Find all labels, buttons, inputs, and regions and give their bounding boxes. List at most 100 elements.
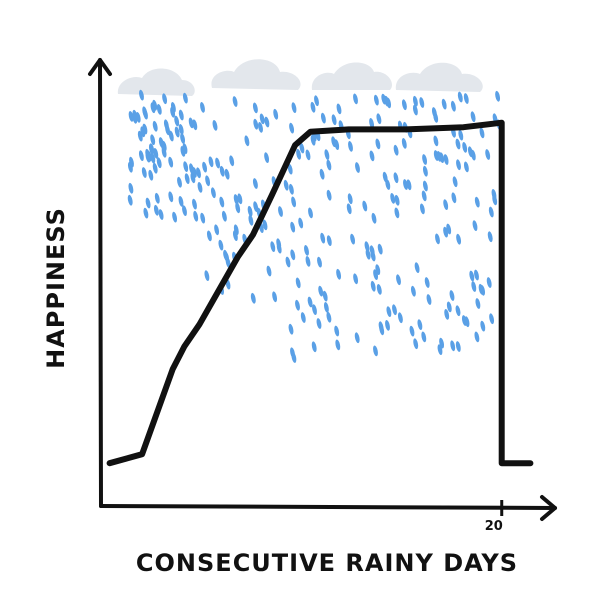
x-axis-arrow xyxy=(540,495,557,521)
raindrop xyxy=(142,123,148,135)
raindrop xyxy=(323,302,329,313)
raindrop xyxy=(470,111,476,123)
raindrop xyxy=(386,97,392,109)
raindrop xyxy=(326,159,332,171)
raindrop xyxy=(168,130,174,142)
raindrop xyxy=(182,205,187,216)
raindrop xyxy=(381,93,387,105)
raindrop xyxy=(150,134,156,146)
raindrop xyxy=(373,94,379,106)
raindrop xyxy=(422,154,428,165)
x-axis xyxy=(99,504,557,510)
raindrop xyxy=(127,161,133,173)
raindrop xyxy=(335,339,341,351)
raindrop xyxy=(215,157,221,169)
raindrop xyxy=(128,182,134,194)
raindrop xyxy=(154,192,160,204)
raindrop xyxy=(219,165,225,177)
raindrop xyxy=(414,262,420,273)
raindrop xyxy=(450,340,456,352)
raindrop xyxy=(158,209,164,220)
raindrop xyxy=(331,114,337,126)
raindrop xyxy=(146,150,152,162)
raindrop xyxy=(433,135,439,147)
raindrop xyxy=(289,122,295,134)
raindrop xyxy=(334,325,340,337)
raindrop xyxy=(202,161,208,173)
raindrop xyxy=(409,325,415,337)
y-axis xyxy=(98,58,103,508)
raindrop xyxy=(180,133,186,144)
raindrop xyxy=(163,119,169,131)
raindrop xyxy=(139,89,144,101)
raindrop xyxy=(262,219,268,231)
raindrop xyxy=(224,168,230,180)
raindrop xyxy=(237,193,243,205)
raindrop xyxy=(161,140,167,152)
raindrop xyxy=(182,143,188,154)
raindrop xyxy=(492,194,498,206)
raindrop xyxy=(150,102,156,114)
raindrop xyxy=(299,142,305,154)
raindrop xyxy=(290,249,296,261)
raindrop xyxy=(319,168,325,180)
raindrop xyxy=(285,256,291,268)
x-ticks: 20 xyxy=(485,500,504,534)
raindrop xyxy=(486,277,492,288)
raindrop xyxy=(182,92,188,104)
raindrop xyxy=(480,320,486,332)
raindrop xyxy=(334,139,340,150)
raindrop xyxy=(457,91,463,103)
raindrop xyxy=(451,192,457,204)
raindrop xyxy=(219,196,225,208)
raindrop xyxy=(152,120,158,132)
raindrop xyxy=(370,250,376,262)
raindrop xyxy=(128,111,134,122)
raindrop xyxy=(196,167,201,179)
raindrop xyxy=(375,264,381,275)
raindrop xyxy=(295,299,300,311)
raindrop xyxy=(311,341,317,353)
raindrop xyxy=(318,285,324,297)
raindrop xyxy=(467,146,473,158)
raindrop xyxy=(172,211,178,223)
raindrop xyxy=(148,169,154,181)
raindrop xyxy=(204,270,210,281)
raindrop xyxy=(291,102,297,113)
raindrop xyxy=(348,141,353,152)
raindrop xyxy=(197,182,203,193)
raindrop xyxy=(471,281,477,292)
raindrop xyxy=(479,127,485,139)
raindrop xyxy=(178,196,184,207)
raindrop xyxy=(221,210,227,222)
raindrop xyxy=(353,273,359,285)
raindrop xyxy=(443,199,449,210)
raindrop xyxy=(394,194,400,206)
raindrop xyxy=(296,148,302,160)
raindrop xyxy=(410,285,416,297)
raindrop xyxy=(449,290,455,301)
raindrop xyxy=(212,120,218,131)
raindrop xyxy=(168,191,174,203)
raindrop xyxy=(200,102,205,113)
raindrop xyxy=(177,176,182,188)
raindrop xyxy=(421,331,427,343)
raindrop xyxy=(362,200,368,212)
raindrop xyxy=(320,232,326,244)
raindrop xyxy=(353,93,358,105)
raindrop xyxy=(385,179,391,190)
raindrop xyxy=(250,292,256,304)
raindrop xyxy=(446,223,452,235)
raindrop xyxy=(192,119,198,131)
raindrop xyxy=(307,296,313,308)
raindrop xyxy=(252,102,258,114)
raindrop xyxy=(393,144,399,156)
raindrop xyxy=(316,318,322,329)
cloud-2 xyxy=(211,59,301,90)
raindrop xyxy=(463,93,469,104)
raindrop xyxy=(138,150,144,161)
raindrop xyxy=(127,194,133,206)
raindrop xyxy=(310,101,316,113)
raindrop xyxy=(287,163,293,175)
raindrop xyxy=(208,156,214,168)
